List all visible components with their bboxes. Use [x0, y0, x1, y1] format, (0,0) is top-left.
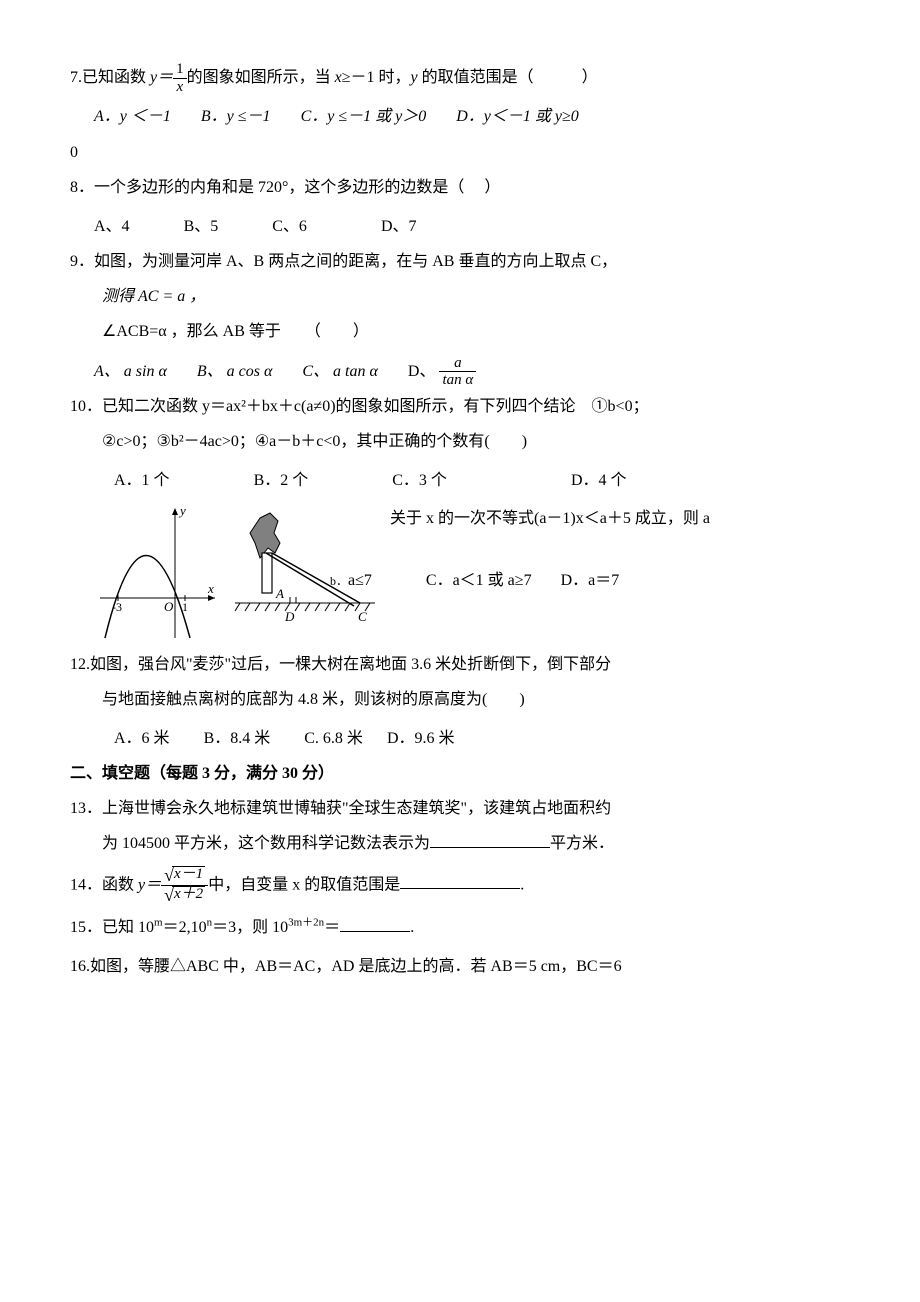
- q16-stem: 16.如图，等腰△ABC 中，AB＝AC，AD 是底边上的高．若 AB＝5 cm…: [70, 958, 622, 975]
- q13-stem1: 13．上海世博会永久地标建筑世博轴获"全球生态建筑奖"，该建筑占地面积约: [70, 791, 850, 826]
- q9-options: A、 a sin α B、 a cos α C、 a tan α D、 atan…: [70, 354, 850, 389]
- question-10: 10．已知二次函数 y＝ax²＋bx＋c(a≠0)的图象如图所示，有下列四个结论…: [70, 389, 850, 459]
- q15-a: 15．已知 10: [70, 919, 154, 936]
- question-12: 12.如图，强台风"麦莎"过后，一棵大树在离地面 3.6 米处折断倒下，倒下部分…: [70, 647, 850, 717]
- q15-e: .: [410, 919, 414, 936]
- question-14: 14．函数 y＝ √x－1 √x＋2 中，自变量 x 的取值范围是.: [70, 866, 850, 906]
- q7-x: x: [335, 69, 342, 86]
- q10-stem1: 10．已知二次函数 y＝ax²＋bx＋c(a≠0)的图象如图所示，有下列四个结论…: [70, 389, 850, 424]
- q7-fraction: 1x: [173, 61, 187, 95]
- q9-optD-den: tan α: [439, 372, 476, 389]
- q7-stem-b: 的图象如图所示，当: [187, 69, 335, 86]
- question-9: 9．如图，为测量河岸 A、B 两点之间的距离，在与 AB 垂直的方向上取点 C，…: [70, 244, 850, 350]
- q15-exp-3m2n: 3m＋2n: [288, 916, 324, 928]
- q12-optA: A．6 米: [114, 730, 170, 747]
- q14-yeq: y＝: [138, 876, 161, 893]
- q9-stem2: 测得 AC = a ，: [70, 279, 850, 314]
- q8-options: A、4 B、5 C、6 D、7: [70, 209, 850, 244]
- q10-optC: C．3 个: [392, 472, 447, 489]
- q14-stem-b: 中，自变量 x 的取值范围是: [208, 876, 400, 893]
- q9-optC: C、 a tan α: [302, 354, 378, 389]
- parabola-1: 1: [182, 600, 188, 614]
- q9-stem3: ∠ACB=α ，那么 AB 等于 （ ）: [70, 314, 850, 349]
- parabola-neg3: -3: [112, 600, 122, 614]
- q15-c: ＝3，则 10: [212, 919, 288, 936]
- q7-optB: B．y ≤－1: [201, 99, 271, 134]
- q9-optD-num: a: [439, 355, 476, 373]
- q7-options: A．y ＜－1 B．y ≤－1 C．y ≤－1 或 y＞0 D．y＜－1 或 y…: [70, 99, 850, 134]
- question-7: 7.已知函数 y＝1x的图象如图所示，当 x≥－1 时，y 的取值范围是（ ）: [70, 60, 850, 95]
- q10-optD: D．4 个: [571, 472, 627, 489]
- q10-optA: A．1 个: [114, 472, 170, 489]
- q7-optC: C．y ≤－1 或 y＞0: [301, 99, 427, 134]
- q10-optB: B．2 个: [254, 472, 309, 489]
- q7-frac-num: 1: [173, 61, 187, 79]
- q8-stem: 8．一个多边形的内角和是 720°，这个多边形的边数是（ ）: [70, 179, 500, 196]
- q14-den-inner: x＋2: [172, 886, 205, 902]
- q13-line2: 为 104500 平方米，这个数用科学记数法表示为 平方米．: [70, 826, 850, 861]
- q12-stem1: 12.如图，强台风"麦莎"过后，一棵大树在离地面 3.6 米处折断倒下，倒下部分: [70, 647, 850, 682]
- q11-text-block: 关于 x 的一次不等式(a－1)x＜a＋5 成立，则 a b．а≤7 C．a＜1…: [390, 503, 850, 597]
- q9-stem1: 9．如图，为测量河岸 A、B 两点之间的距离，在与 AB 垂直的方向上取点 C，: [70, 244, 850, 279]
- q14-num: √x－1: [161, 866, 208, 887]
- q8-optB: B、5: [184, 218, 219, 235]
- q15-d: ＝: [324, 919, 340, 936]
- tree-A: A: [275, 586, 284, 601]
- q9-optA: A、 a sin α: [94, 354, 167, 389]
- tree-D: D: [284, 609, 295, 624]
- q7-frac-den: x: [173, 79, 187, 96]
- q7-stem-d: 的取值范围是（ ）: [418, 69, 598, 86]
- q14-den: √x＋2: [161, 886, 208, 906]
- q11-a7: b．а≤7: [330, 572, 372, 589]
- parabola-O: O: [164, 599, 174, 614]
- q15-exp-m: m: [154, 916, 163, 928]
- q8-optD: D、7: [381, 218, 417, 235]
- q13-stem2a: 为 104500 平方米，这个数用科学记数法表示为: [102, 835, 430, 852]
- q7-yeq: y＝: [150, 69, 173, 86]
- q12-stem2: 与地面接触点离树的底部为 4.8 米，则该树的原高度为( ): [70, 682, 850, 717]
- q8-optC: C、6: [272, 218, 307, 235]
- q11-optD: D．a＝7: [561, 572, 620, 589]
- q9-optD-prefix: D、: [408, 363, 440, 380]
- q12-optD: D．9.6 米: [387, 730, 455, 747]
- q13-blank: [430, 831, 550, 848]
- parabola-y-label: y: [178, 503, 186, 518]
- q14-frac: √x－1 √x＋2: [161, 866, 208, 906]
- question-8: 8．一个多边形的内角和是 720°，这个多边形的边数是（ ）: [70, 170, 850, 205]
- q7-y: y: [411, 69, 418, 86]
- q8-optA: A、4: [94, 218, 130, 235]
- question-16: 16.如图，等腰△ABC 中，AB＝AC，AD 是底边上的高．若 AB＝5 cm…: [70, 949, 850, 984]
- q11-optC: C．a＜1 或 a≥7: [426, 572, 532, 589]
- tree-C: C: [358, 609, 367, 624]
- q9-optD: D、 atan α: [408, 354, 476, 389]
- q12-optC: C. 6.8 米: [304, 730, 363, 747]
- question-15: 15．已知 10m＝2,10n＝3，则 103m＋2n＝.: [70, 910, 850, 945]
- q14-stem-a: 14．函数: [70, 876, 138, 893]
- section-2-title: 二、填空题（每题 3 分，满分 30 分）: [70, 756, 850, 791]
- q7-stem-c: ≥－1 时，: [342, 69, 411, 86]
- q14-num-inner: x－1: [172, 866, 205, 882]
- q12-optB: B．8.4 米: [204, 730, 271, 747]
- q10-options: A．1 个 B．2 个 C．3 个 D．4 个: [70, 463, 850, 498]
- q7-optA: A．y ＜－1: [94, 99, 171, 134]
- q15-b: ＝2,10: [163, 919, 207, 936]
- q10-stem2: ②c>0；③b²－4ac>0；④a－b＋c<0，其中正确的个数有( ): [70, 424, 850, 459]
- parabola-figure: y x -3 O 1: [90, 503, 220, 643]
- q13-stem2b: 平方米．: [550, 835, 614, 852]
- q9-optB: B、 a cos α: [197, 354, 273, 389]
- q11-text1: 关于 x 的一次不等式(a－1)x＜a＋5 成立，则 a: [390, 503, 850, 535]
- q7-trailing: 0: [70, 135, 850, 170]
- figure-row: y x -3 O 1 A D C 关于 x 的一次不等式(a－1: [90, 503, 850, 643]
- q14-stem-c: .: [520, 876, 524, 893]
- q15-blank: [340, 915, 410, 932]
- q7-stem-a: 7.已知函数: [70, 69, 150, 86]
- q7-optD: D．y＜－1 或 y≥0: [456, 99, 579, 134]
- q12-options: A．6 米 B．8.4 米 C. 6.8 米 D．9.6 米: [70, 721, 850, 756]
- question-13: 13．上海世博会永久地标建筑世博轴获"全球生态建筑奖"，该建筑占地面积约 为 1…: [70, 791, 850, 861]
- parabola-x-label: x: [207, 581, 214, 596]
- q14-blank: [400, 872, 520, 889]
